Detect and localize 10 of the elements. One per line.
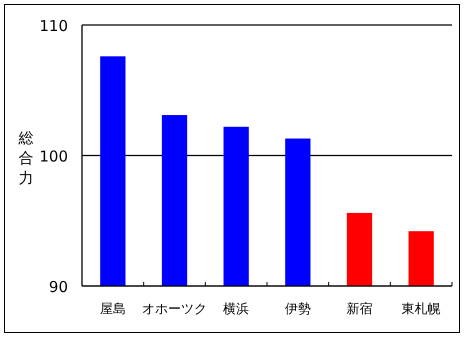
x-tick-label: 伊勢 (284, 302, 311, 317)
y-tick-label: 90 (48, 278, 68, 296)
x-tick-label: オホーツク (142, 302, 207, 317)
x-tick-label: 横浜 (223, 302, 250, 317)
x-tick-label: 新宿 (346, 301, 372, 317)
x-tick-label: 屋島 (100, 302, 126, 317)
x-tick-label: 東札幌 (402, 302, 441, 317)
y-tick-label: 100 (39, 148, 68, 166)
y-tick-label: 110 (39, 17, 68, 35)
y-axis-title: 総合力 (18, 129, 34, 187)
